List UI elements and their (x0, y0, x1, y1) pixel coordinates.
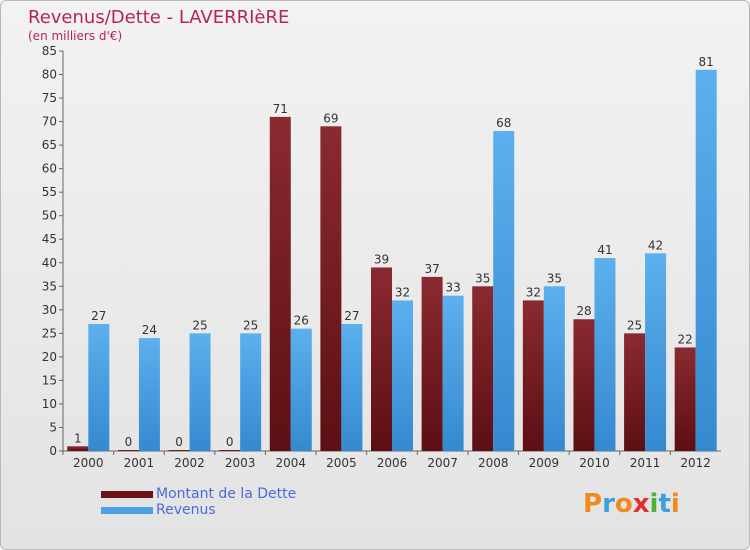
data-label: 26 (294, 314, 309, 328)
data-label: 35 (547, 271, 562, 285)
x-tick-label: 2005 (326, 456, 357, 470)
bar-revenus (290, 328, 312, 451)
bar-dette (269, 116, 291, 451)
x-tick-label: 2003 (225, 456, 256, 470)
logo-letter: o (614, 489, 633, 519)
y-tick-label: 70 (42, 115, 57, 129)
bar-revenus (240, 333, 262, 451)
x-tick-label: 2001 (124, 456, 155, 470)
x-tick-label: 2007 (427, 456, 458, 470)
y-tick-label: 45 (42, 232, 57, 246)
y-tick-label: 75 (42, 91, 57, 105)
data-label: 22 (678, 332, 693, 346)
bar-revenus (594, 258, 616, 451)
legend-swatch-debt (101, 491, 153, 498)
data-label: 35 (475, 271, 490, 285)
chart-title: Revenus/Dette - LAVERRIèRE (28, 7, 290, 28)
x-tick-label: 2002 (174, 456, 205, 470)
data-label: 27 (344, 309, 359, 323)
logo-letter: r (602, 489, 615, 519)
y-tick-label: 5 (49, 420, 57, 434)
y-tick-label: 15 (42, 373, 57, 387)
data-label: 25 (192, 318, 207, 332)
data-label: 69 (323, 111, 338, 125)
data-label: 41 (597, 243, 612, 257)
bar-dette (371, 267, 392, 451)
x-tick-label: 2012 (680, 456, 711, 470)
x-tick-label: 2006 (377, 456, 408, 470)
data-label: 37 (424, 262, 439, 276)
bar-dette (624, 333, 646, 451)
data-label: 25 (627, 318, 642, 332)
bar-revenus (341, 323, 363, 451)
x-tick-label: 2004 (275, 456, 306, 470)
chart-subtitle: (en milliers d'€) (28, 29, 123, 43)
logo-letter: t (658, 489, 671, 519)
bar-dette (168, 450, 190, 451)
bar-dette (67, 446, 89, 451)
legend-swatch-revenus (101, 507, 153, 514)
logo-letter: i (670, 489, 680, 519)
y-tick-label: 80 (42, 68, 57, 82)
data-label: 32 (395, 285, 410, 299)
bar-revenus (88, 323, 110, 451)
data-label: 33 (445, 281, 460, 295)
logo-letter: i (649, 489, 659, 519)
bar-dette (219, 450, 241, 451)
bar-dette (472, 286, 494, 451)
data-label: 0 (125, 435, 133, 449)
logo-letter: P (583, 489, 603, 519)
data-label: 0 (175, 435, 183, 449)
y-tick-label: 55 (42, 185, 57, 199)
data-label: 39 (374, 252, 389, 266)
y-tick-label: 35 (42, 279, 57, 293)
y-tick-label: 25 (42, 326, 57, 340)
y-tick-label: 40 (42, 256, 57, 270)
data-label: 32 (526, 285, 541, 299)
bar-revenus (695, 69, 717, 451)
data-label: 24 (142, 323, 157, 337)
bar-revenus (645, 253, 667, 451)
bar-dette (117, 450, 139, 451)
bar-revenus (493, 131, 515, 451)
legend-label-debt: Montant de la Dette (156, 486, 297, 502)
proxiti-logo[interactable]: Proxiti (583, 489, 680, 519)
y-tick-label: 65 (42, 138, 57, 152)
data-label: 68 (496, 116, 511, 130)
data-label: 71 (273, 102, 288, 116)
x-tick-label: 2009 (529, 456, 560, 470)
legend-label-revenus: Revenus (156, 502, 216, 518)
y-tick-label: 20 (42, 350, 57, 364)
bar-dette (573, 319, 595, 451)
y-tick-label: 85 (42, 44, 57, 58)
bar-revenus (442, 295, 464, 451)
bar-dette (522, 300, 544, 451)
bar-dette (674, 347, 696, 451)
data-label: 81 (699, 55, 714, 69)
x-tick-label: 2000 (73, 456, 104, 470)
data-label: 1 (74, 431, 82, 445)
x-tick-label: 2011 (630, 456, 661, 470)
y-tick-label: 50 (42, 209, 57, 223)
bar-revenus (543, 286, 565, 451)
y-tick-label: 60 (42, 162, 57, 176)
data-label: 42 (648, 238, 663, 252)
x-tick-label: 2008 (478, 456, 509, 470)
logo-letter: x (632, 489, 650, 519)
bar-revenus (392, 300, 413, 451)
data-label: 0 (226, 435, 234, 449)
x-tick-label: 2010 (579, 456, 610, 470)
bar-dette (320, 126, 342, 451)
y-tick-label: 10 (42, 397, 57, 411)
bar-revenus (138, 338, 160, 451)
data-label: 25 (243, 318, 258, 332)
data-label: 28 (576, 304, 591, 318)
y-tick-label: 0 (49, 444, 57, 458)
bar-dette (421, 276, 443, 451)
y-tick-label: 30 (42, 303, 57, 317)
bar-revenus (189, 333, 211, 451)
data-label: 27 (91, 309, 106, 323)
